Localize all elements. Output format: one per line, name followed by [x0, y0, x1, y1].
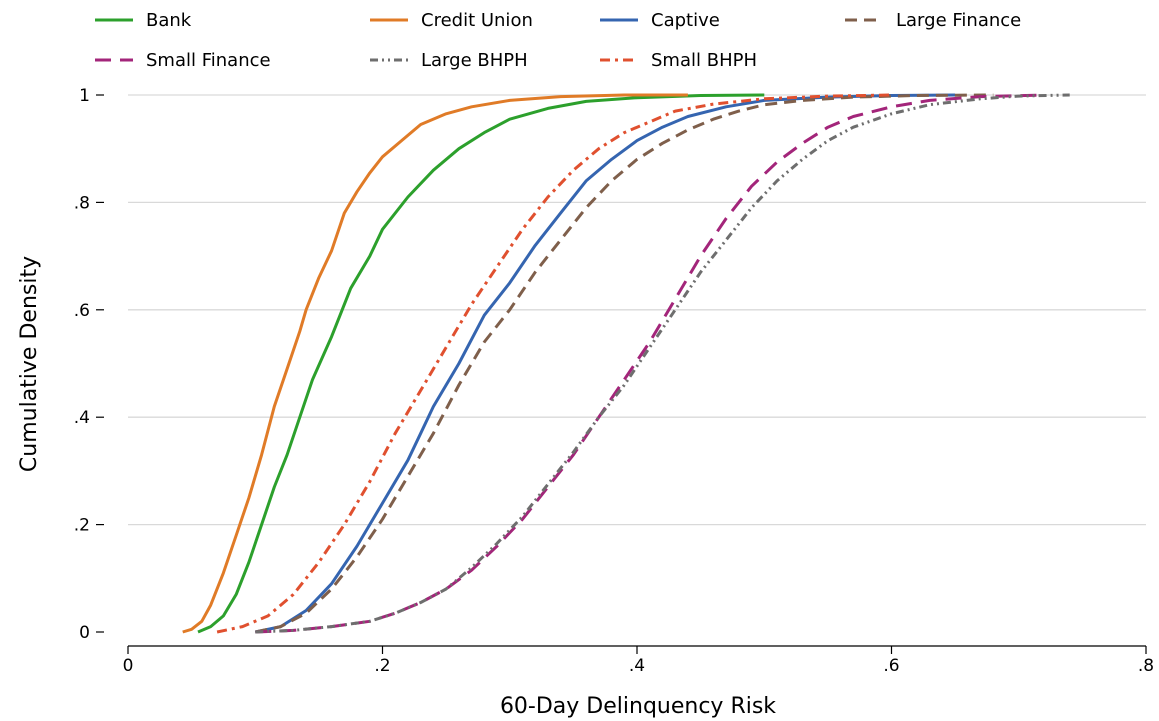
series-lines	[182, 93, 1070, 634]
series-line-captive	[254, 93, 956, 634]
y-tick-label-0: 0	[79, 623, 90, 643]
y-tick-label-4: .8	[74, 193, 90, 213]
series-line-bank	[197, 93, 765, 634]
series-line-small-bhph	[216, 93, 892, 634]
legend-item-captive: Captive	[600, 10, 720, 31]
legend-label: Credit Union	[421, 10, 533, 31]
series-line-large-finance	[254, 93, 994, 634]
series-line-small-finance	[255, 93, 1045, 634]
x-tick-label-3: .6	[883, 656, 899, 676]
legend-label: Large Finance	[896, 10, 1021, 31]
legend-item-small-finance: Small Finance	[95, 50, 271, 71]
axes: 0 .2 .4 .6 .8 1 0 .2 .4 .6 .8	[74, 86, 1154, 676]
x-tick-label-0: 0	[123, 656, 134, 676]
y-tick-label-3: .6	[74, 301, 90, 321]
y-axis-title: Cumulative Density	[17, 256, 42, 472]
legend-item-small-bhph: Small BHPH	[600, 50, 757, 71]
legend-item-large-finance: Large Finance	[845, 10, 1021, 31]
legend-label: Captive	[651, 10, 720, 31]
x-axis-title: 60-Day Delinquency Risk	[500, 694, 776, 719]
y-tick-label-2: .4	[74, 408, 90, 428]
series-line-credit-union	[182, 93, 688, 634]
y-tick-label-1: .2	[74, 516, 90, 536]
legend-item-bank: Bank	[95, 10, 192, 31]
legend-item-large-bhph: Large BHPH	[370, 50, 528, 71]
legend-label: Small Finance	[146, 50, 271, 71]
x-tick-label-1: .2	[374, 656, 390, 676]
series-line-large-bhph	[255, 93, 1070, 634]
legend-label: Small BHPH	[651, 50, 757, 71]
legend: Bank Credit Union Captive Large Finance Smal…	[95, 10, 1021, 71]
y-tick-label-5: 1	[79, 86, 90, 106]
legend-item-credit-union: Credit Union	[370, 10, 533, 31]
legend-label: Large BHPH	[421, 50, 528, 71]
x-tick-label-2: .4	[629, 656, 645, 676]
x-tick-label-4: .8	[1138, 656, 1154, 676]
legend-label: Bank	[146, 10, 192, 31]
